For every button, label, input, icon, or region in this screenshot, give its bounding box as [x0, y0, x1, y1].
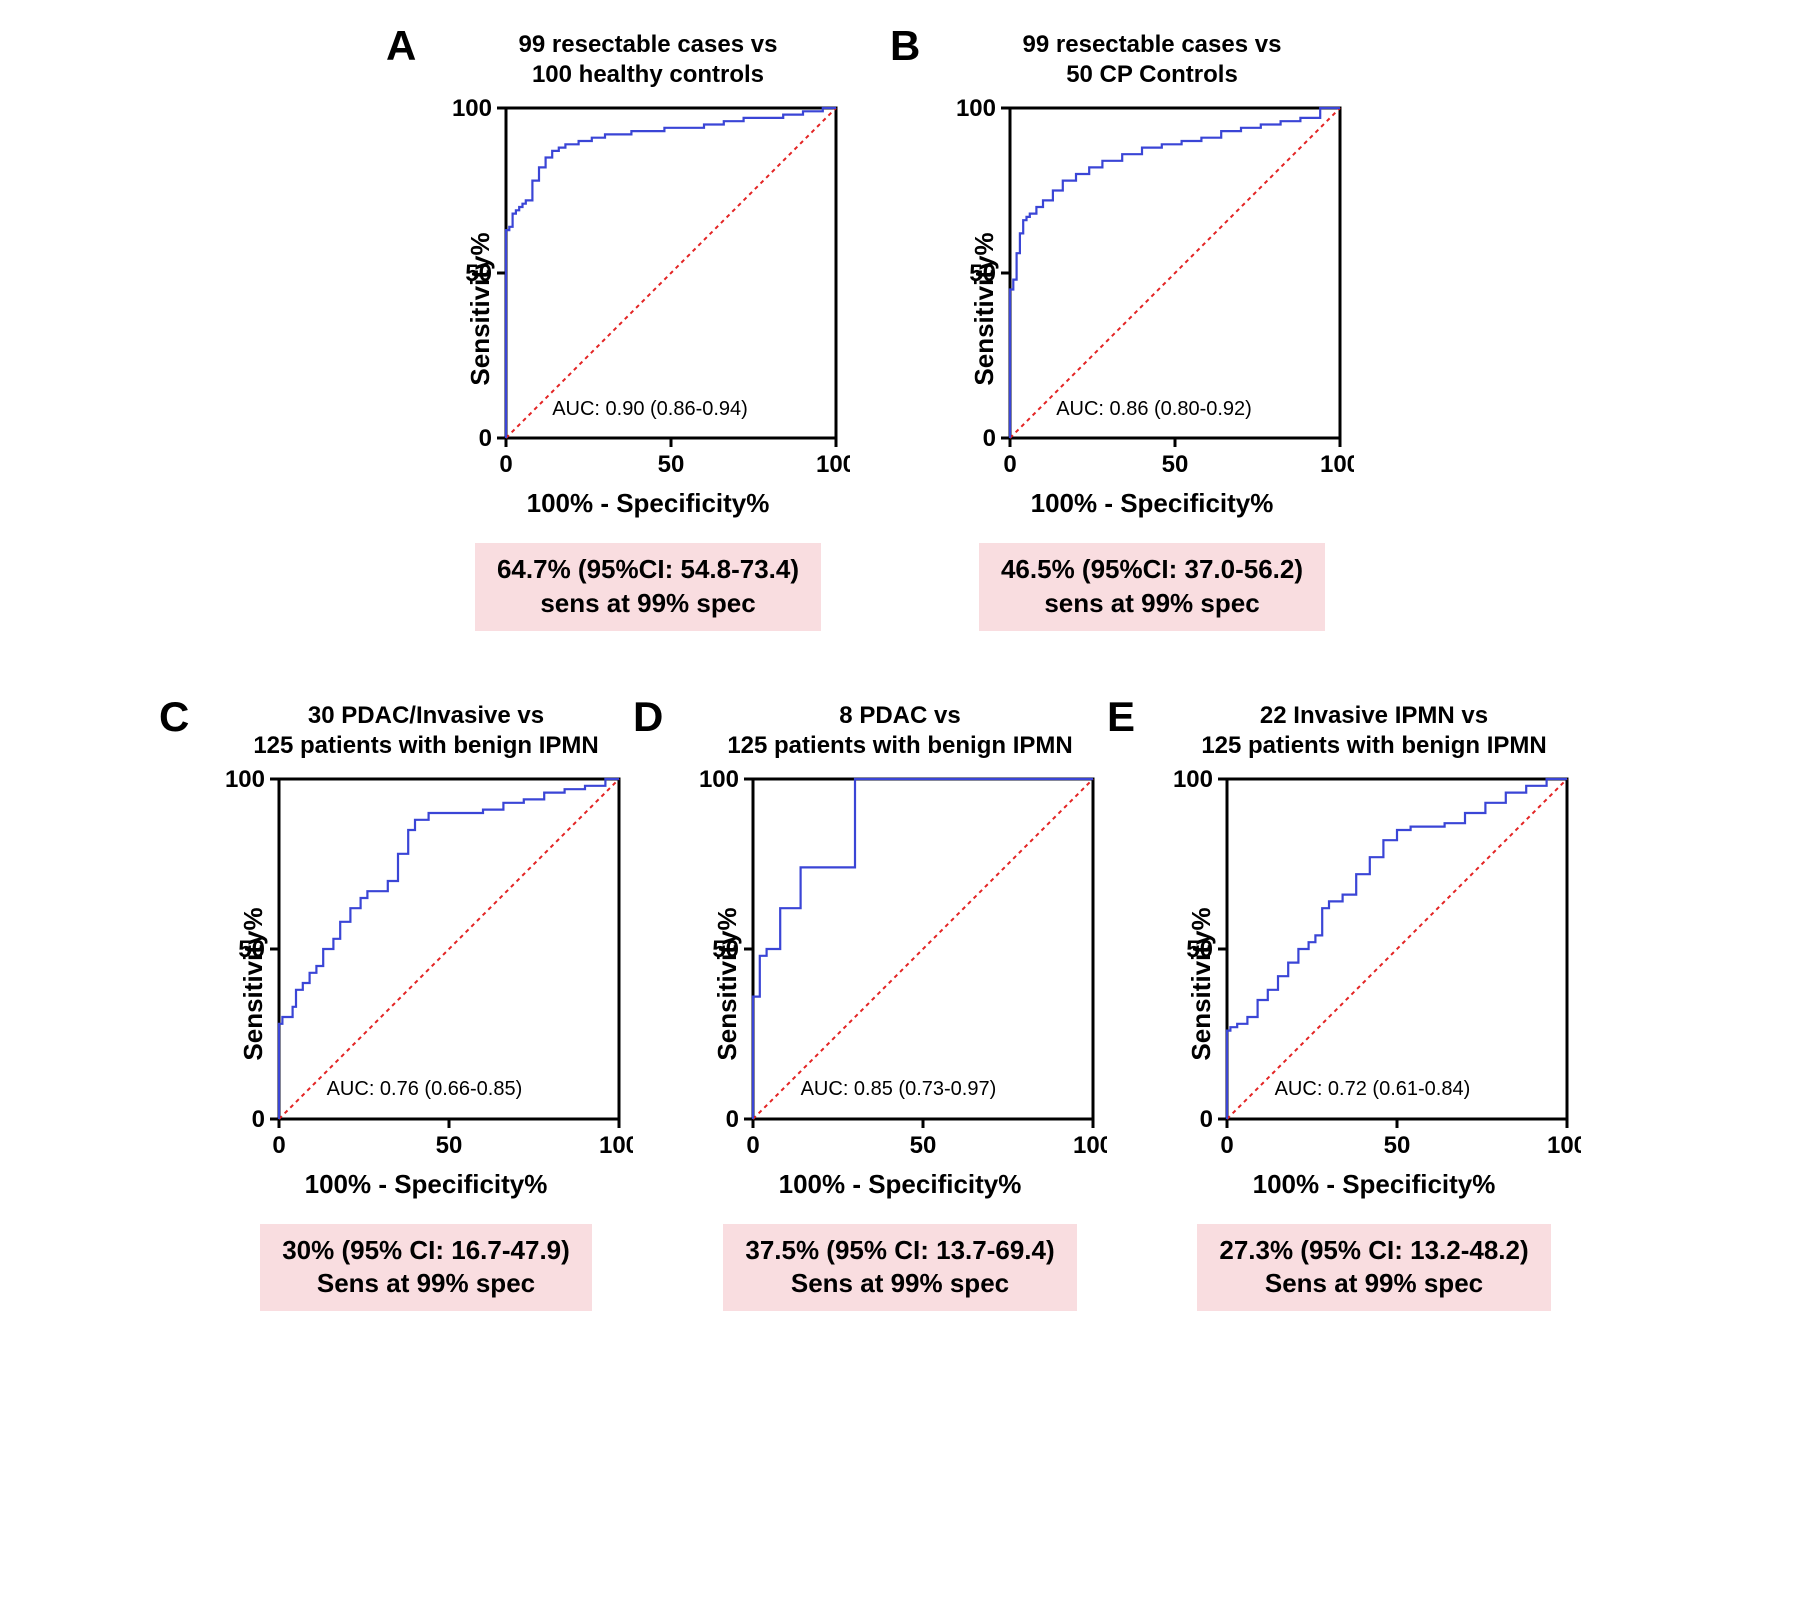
- panel-title: 22 Invasive IPMN vs 125 patients with be…: [1201, 701, 1546, 761]
- sensitivity-callout: 27.3% (95% CI: 13.2-48.2) Sens at 99% sp…: [1197, 1224, 1550, 1312]
- x-tick-label: 50: [658, 451, 685, 478]
- roc-svg: 005050100100AUC: 0.90 (0.86-0.94): [446, 98, 850, 482]
- sensitivity-callout: 37.5% (95% CI: 13.7-69.4) Sens at 99% sp…: [723, 1224, 1076, 1312]
- x-tick-label: 100: [1547, 1132, 1581, 1159]
- auc-annotation: AUC: 0.72 (0.61-0.84): [1275, 1078, 1471, 1100]
- x-axis-label: 100% - Specificity%: [1167, 1169, 1581, 1200]
- roc-chart: Sensitivity%005050100100AUC: 0.86 (0.80-…: [950, 98, 1354, 519]
- diagonal-reference-line: [753, 779, 1093, 1119]
- panel-b: B99 resectable cases vs 50 CP ControlsSe…: [950, 30, 1354, 631]
- panel-c: C30 PDAC/Invasive vs 125 patients with b…: [219, 701, 633, 1312]
- row-top: A99 resectable cases vs 100 healthy cont…: [30, 30, 1770, 631]
- roc-figure: A99 resectable cases vs 100 healthy cont…: [30, 30, 1770, 1311]
- auc-annotation: AUC: 0.90 (0.86-0.94): [552, 398, 748, 420]
- panel-d: D8 PDAC vs 125 patients with benign IPMN…: [693, 701, 1107, 1312]
- y-tick-label: 100: [452, 98, 492, 122]
- x-axis-label: 100% - Specificity%: [219, 1169, 633, 1200]
- x-tick-label: 100: [599, 1132, 633, 1159]
- y-tick-label: 100: [956, 98, 996, 122]
- x-axis-label: 100% - Specificity%: [446, 488, 850, 519]
- y-tick-label: 100: [225, 769, 265, 793]
- panel-letter: A: [386, 22, 416, 70]
- y-axis-label: Sensitivity%: [1186, 908, 1217, 1061]
- x-axis-label: 100% - Specificity%: [950, 488, 1354, 519]
- y-tick-label: 0: [479, 425, 492, 452]
- panel-title: 99 resectable cases vs 50 CP Controls: [1023, 30, 1282, 90]
- panel-title: 8 PDAC vs 125 patients with benign IPMN: [727, 701, 1072, 761]
- row-bottom: C30 PDAC/Invasive vs 125 patients with b…: [30, 701, 1770, 1312]
- x-tick-label: 0: [272, 1132, 285, 1159]
- diagonal-reference-line: [506, 108, 836, 438]
- y-axis-label: Sensitivity%: [465, 232, 496, 385]
- y-axis-label: Sensitivity%: [969, 232, 1000, 385]
- auc-annotation: AUC: 0.86 (0.80-0.92): [1056, 398, 1252, 420]
- x-tick-label: 50: [1162, 451, 1189, 478]
- x-tick-label: 0: [1220, 1132, 1233, 1159]
- roc-svg: 005050100100AUC: 0.86 (0.80-0.92): [950, 98, 1354, 482]
- panel-title: 99 resectable cases vs 100 healthy contr…: [519, 30, 778, 90]
- roc-chart: Sensitivity%005050100100AUC: 0.72 (0.61-…: [1167, 769, 1581, 1200]
- diagonal-reference-line: [1010, 108, 1340, 438]
- x-tick-label: 50: [910, 1132, 937, 1159]
- y-tick-label: 0: [1200, 1106, 1213, 1133]
- roc-chart: Sensitivity%005050100100AUC: 0.85 (0.73-…: [693, 769, 1107, 1200]
- y-axis-label: Sensitivity%: [238, 908, 269, 1061]
- roc-svg: 005050100100AUC: 0.85 (0.73-0.97): [693, 769, 1107, 1163]
- y-tick-label: 0: [252, 1106, 265, 1133]
- x-tick-label: 50: [436, 1132, 463, 1159]
- auc-annotation: AUC: 0.76 (0.66-0.85): [327, 1078, 523, 1100]
- panel-letter: B: [890, 22, 920, 70]
- panel-letter: D: [633, 693, 663, 741]
- panel-e: E22 Invasive IPMN vs 125 patients with b…: [1167, 701, 1581, 1312]
- y-axis-label: Sensitivity%: [712, 908, 743, 1061]
- roc-svg: 005050100100AUC: 0.76 (0.66-0.85): [219, 769, 633, 1163]
- x-tick-label: 0: [746, 1132, 759, 1159]
- panel-title: 30 PDAC/Invasive vs 125 patients with be…: [253, 701, 598, 761]
- x-tick-label: 100: [816, 451, 850, 478]
- auc-annotation: AUC: 0.85 (0.73-0.97): [801, 1078, 997, 1100]
- panel-letter: E: [1107, 693, 1135, 741]
- x-tick-label: 100: [1073, 1132, 1107, 1159]
- sensitivity-callout: 46.5% (95%CI: 37.0-56.2) sens at 99% spe…: [979, 543, 1325, 631]
- roc-chart: Sensitivity%005050100100AUC: 0.76 (0.66-…: [219, 769, 633, 1200]
- panel-letter: C: [159, 693, 189, 741]
- roc-chart: Sensitivity%005050100100AUC: 0.90 (0.86-…: [446, 98, 850, 519]
- sensitivity-callout: 64.7% (95%CI: 54.8-73.4) sens at 99% spe…: [475, 543, 821, 631]
- roc-svg: 005050100100AUC: 0.72 (0.61-0.84): [1167, 769, 1581, 1163]
- x-tick-label: 100: [1320, 451, 1354, 478]
- sensitivity-callout: 30% (95% CI: 16.7-47.9) Sens at 99% spec: [260, 1224, 592, 1312]
- x-axis-label: 100% - Specificity%: [693, 1169, 1107, 1200]
- y-tick-label: 100: [699, 769, 739, 793]
- y-tick-label: 0: [983, 425, 996, 452]
- x-tick-label: 0: [499, 451, 512, 478]
- y-tick-label: 0: [726, 1106, 739, 1133]
- x-tick-label: 0: [1003, 451, 1016, 478]
- x-tick-label: 50: [1384, 1132, 1411, 1159]
- panel-a: A99 resectable cases vs 100 healthy cont…: [446, 30, 850, 631]
- y-tick-label: 100: [1173, 769, 1213, 793]
